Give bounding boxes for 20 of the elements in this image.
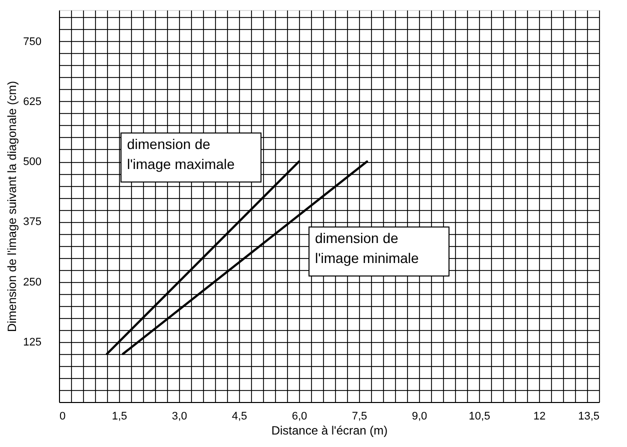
x-axis-title: Distance à l'écran (m) [271, 424, 388, 438]
x-tick-label: 7,5 [352, 410, 368, 422]
y-tick-label: 250 [23, 276, 42, 288]
series-label: dimension de l'image minimale [315, 230, 420, 266]
text: dimension de l'image maximale [127, 136, 235, 172]
y-tick-label: 375 [23, 216, 42, 228]
y-tick-label: 625 [23, 96, 42, 108]
x-tick-label: 3,0 [172, 410, 188, 422]
x-tick-label: 13,5 [578, 410, 600, 422]
x-tick-label: 1,5 [112, 410, 128, 422]
y-tick-label: 750 [23, 36, 42, 48]
x-tick-label: 9,0 [412, 410, 428, 422]
y-tick-label: 500 [23, 156, 42, 168]
x-tick-label: 12 [533, 410, 546, 422]
x-tick-label: 10,5 [468, 410, 490, 422]
x-tick-label: 6,0 [292, 410, 308, 422]
y-axis-title: Dimension de l'image suivant la diagonale (cm) [5, 80, 20, 332]
x-tick-label: 4,5 [232, 410, 248, 422]
y-tick-label: 125 [23, 336, 42, 348]
x-tick-label: 0 [60, 410, 66, 422]
